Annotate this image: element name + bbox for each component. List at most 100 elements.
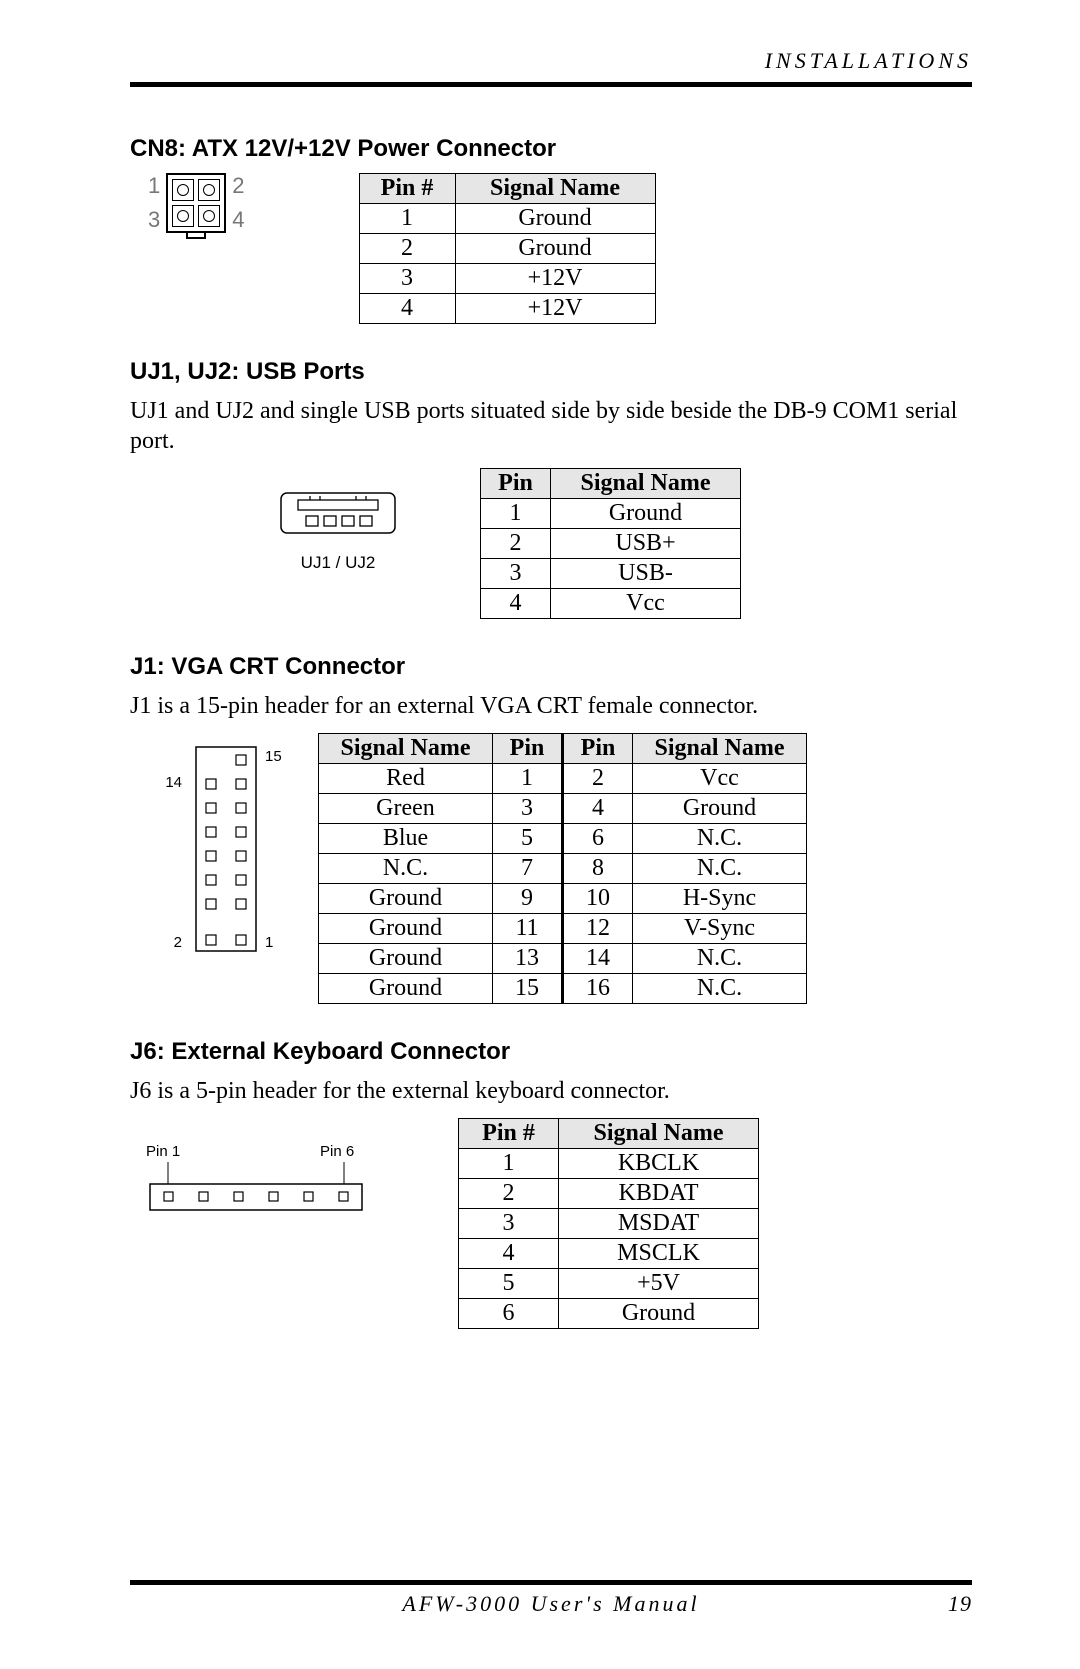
table-cell: Ground (319, 944, 493, 974)
table-cell: 3 (459, 1209, 559, 1239)
header-section-label: INSTALLATIONS (130, 48, 972, 74)
svg-text:15: 15 (265, 748, 282, 765)
table-cell: 2 (459, 1179, 559, 1209)
footer-manual: AFW-3000 User's Manual (402, 1591, 699, 1617)
cn8-pin1-label: 1 (148, 173, 160, 199)
table-cell: 4 (563, 794, 633, 824)
kb-header-icon: Pin 1 Pin 6 (130, 1140, 390, 1220)
footer: AFW-3000 User's Manual 19 (130, 1580, 972, 1617)
table-cell: H-Sync (633, 884, 807, 914)
vga-th-pin2: Pin (563, 734, 633, 764)
table-cell: 13 (493, 944, 563, 974)
table-cell: 3 (359, 264, 455, 294)
table-cell: 2 (359, 234, 455, 264)
cn8-pin3-label: 3 (148, 207, 160, 233)
table-cell: Ground (559, 1299, 759, 1329)
kb-desc: J6 is a 5-pin header for the external ke… (130, 1076, 972, 1106)
table-cell: USB+ (551, 529, 741, 559)
table-cell: Vcc (551, 589, 741, 619)
table-cell: Ground (551, 499, 741, 529)
cn8-pin2-label: 2 (232, 173, 244, 199)
usb-title: UJ1, UJ2: USB Ports (130, 358, 972, 386)
cn8-table: Pin # Signal Name 1Ground 2Ground 3+12V … (359, 173, 656, 324)
kb-table: Pin # Signal Name 1KBCLK 2KBDAT 3MSDAT 4… (458, 1118, 759, 1329)
table-cell: Red (319, 764, 493, 794)
kb-title: J6: External Keyboard Connector (130, 1038, 972, 1066)
table-cell: 3 (481, 559, 551, 589)
usb-th-sig: Signal Name (551, 469, 741, 499)
table-cell: 2 (481, 529, 551, 559)
table-cell: 6 (459, 1299, 559, 1329)
vga-header-icon: 14 15 2 1 (160, 739, 290, 959)
table-cell: N.C. (633, 824, 807, 854)
table-cell: +12V (455, 264, 655, 294)
kb-th-sig: Signal Name (559, 1119, 759, 1149)
table-cell: 4 (481, 589, 551, 619)
table-cell: 11 (493, 914, 563, 944)
table-cell: 1 (493, 764, 563, 794)
table-cell: N.C. (633, 854, 807, 884)
table-cell: MSDAT (559, 1209, 759, 1239)
kb-diagram: Pin 1 Pin 6 (130, 1140, 390, 1225)
table-cell: 2 (563, 764, 633, 794)
usb-connector-icon (280, 492, 396, 542)
table-cell: Ground (319, 974, 493, 1004)
page: INSTALLATIONS CN8: ATX 12V/+12V Power Co… (0, 0, 1080, 1669)
table-cell: N.C. (319, 854, 493, 884)
table-cell: 7 (493, 854, 563, 884)
header-rule (130, 82, 972, 87)
footer-page-number: 19 (948, 1591, 972, 1617)
table-cell: 8 (563, 854, 633, 884)
cn8-diagram: 1 3 2 4 (130, 173, 245, 233)
table-cell: +12V (455, 294, 655, 324)
table-cell: Vcc (633, 764, 807, 794)
table-cell: 14 (563, 944, 633, 974)
table-cell: Ground (319, 884, 493, 914)
usb-table: Pin Signal Name 1Ground 2USB+ 3USB- 4Vcc (480, 468, 741, 619)
cn8-row: 1 3 2 4 Pin # Signal Name (130, 173, 972, 324)
vga-th-pin1: Pin (493, 734, 563, 764)
cn8-th-pin: Pin # (359, 174, 455, 204)
svg-text:Pin 6: Pin 6 (320, 1143, 354, 1160)
table-cell: Ground (319, 914, 493, 944)
table-cell: Green (319, 794, 493, 824)
table-cell: N.C. (633, 974, 807, 1004)
svg-text:14: 14 (165, 774, 182, 791)
table-cell: 5 (459, 1269, 559, 1299)
table-cell: KBCLK (559, 1149, 759, 1179)
vga-row: 14 15 2 1 (130, 733, 972, 1004)
vga-diagram: 14 15 2 1 (160, 739, 290, 964)
vga-th-sig2: Signal Name (633, 734, 807, 764)
cn8-title: CN8: ATX 12V/+12V Power Connector (130, 135, 972, 163)
table-cell: USB- (551, 559, 741, 589)
table-cell: KBDAT (559, 1179, 759, 1209)
usb-row: UJ1 / UJ2 Pin Signal Name 1Ground 2USB+ … (130, 468, 972, 619)
table-cell: Ground (455, 204, 655, 234)
table-cell: 6 (563, 824, 633, 854)
table-cell: 16 (563, 974, 633, 1004)
table-cell: 5 (493, 824, 563, 854)
svg-text:Pin 1: Pin 1 (146, 1143, 180, 1160)
table-cell: 4 (359, 294, 455, 324)
cn8-pin4-label: 4 (232, 207, 244, 233)
cn8-connector-icon (166, 173, 226, 233)
vga-table: Signal Name Pin Pin Signal Name Red12Vcc… (318, 733, 807, 1004)
cn8-th-sig: Signal Name (455, 174, 655, 204)
table-cell: 9 (493, 884, 563, 914)
svg-text:2: 2 (174, 934, 182, 951)
table-cell: 10 (563, 884, 633, 914)
table-cell: 1 (481, 499, 551, 529)
table-cell: 12 (563, 914, 633, 944)
usb-diagram: UJ1 / UJ2 (280, 492, 396, 573)
table-cell: Ground (633, 794, 807, 824)
vga-title: J1: VGA CRT Connector (130, 653, 972, 681)
kb-th-pin: Pin # (459, 1119, 559, 1149)
table-cell: 15 (493, 974, 563, 1004)
table-cell: Ground (455, 234, 655, 264)
svg-text:1: 1 (265, 934, 273, 951)
usb-diagram-label: UJ1 / UJ2 (280, 553, 396, 573)
table-cell: Blue (319, 824, 493, 854)
table-cell: MSCLK (559, 1239, 759, 1269)
table-cell: N.C. (633, 944, 807, 974)
usb-th-pin: Pin (481, 469, 551, 499)
